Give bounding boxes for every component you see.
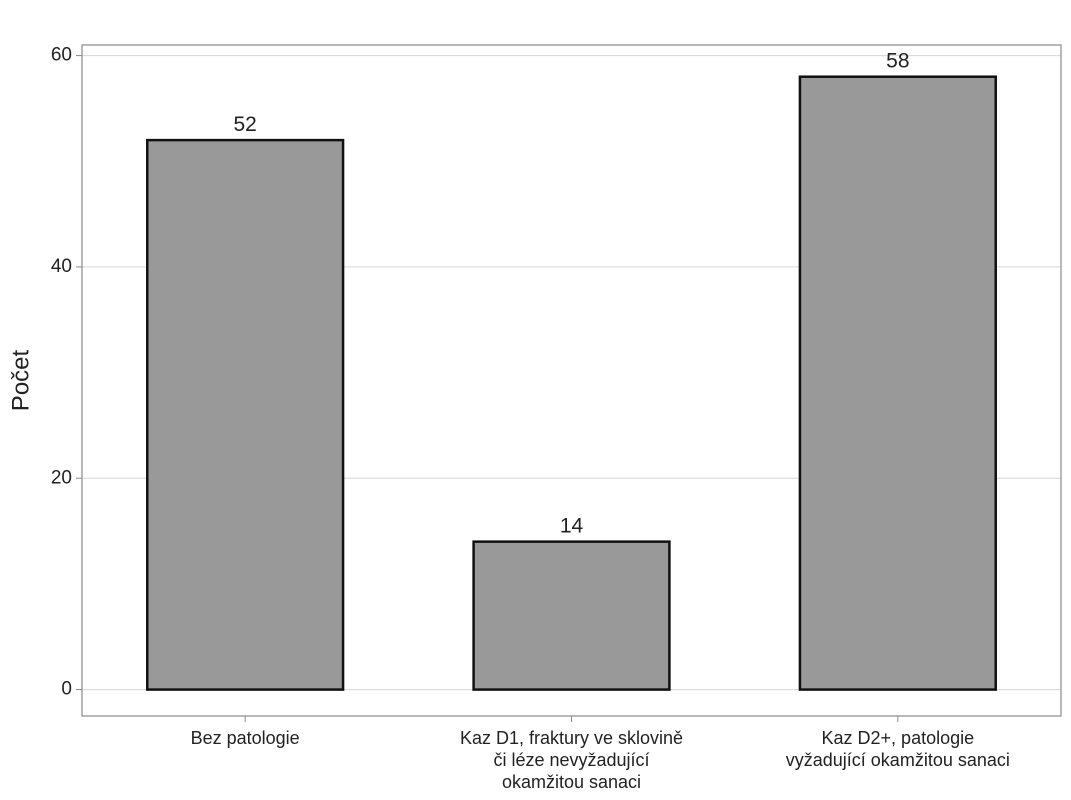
bar [472, 540, 671, 691]
bars [146, 75, 997, 691]
data-labels: 52 14 58 [233, 50, 909, 538]
axes: 0 20 40 60 Bez patologie Kaz D1, fraktury ve … [51, 45, 1010, 792]
bar [146, 138, 345, 691]
x-tick-label-line: okamžitou sanaci [502, 772, 641, 792]
y-tick-label: 40 [51, 256, 72, 277]
x-tick-label: Kaz D2+, patologie vyžadující okamžitou s… [786, 728, 1010, 770]
bar-value-label: 52 [233, 113, 256, 136]
x-tick-label-line: či léze nevyžadující [493, 750, 649, 770]
y-tick-label: 20 [51, 467, 72, 488]
x-tick-label-line: Kaz D1, fraktury ve sklovině [460, 728, 683, 748]
bar-value-label: 58 [886, 50, 909, 73]
y-tick-label: 60 [51, 45, 72, 66]
bar-value-label: 14 [560, 515, 584, 538]
x-tick-label-line: Kaz D2+, patologie [822, 728, 975, 748]
y-axis-title: Počet [7, 349, 34, 411]
plot-panel-border [81, 44, 1062, 717]
x-tick-label: Bez patologie [191, 728, 300, 748]
x-tick-label: Kaz D1, fraktury ve sklovině či léze nevy… [460, 728, 683, 792]
y-tick-label: 0 [61, 679, 72, 700]
x-tick-label-line: Bez patologie [191, 728, 300, 748]
bar [798, 75, 997, 691]
x-tick-label-line: vyžadující okamžitou sanaci [786, 750, 1010, 770]
